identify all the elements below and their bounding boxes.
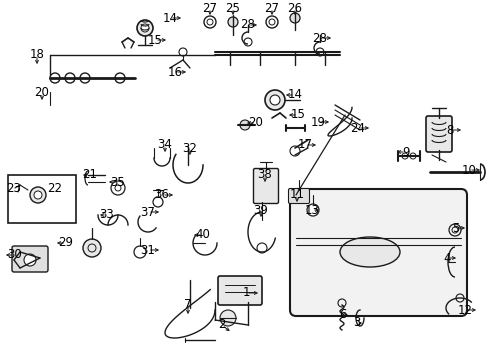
Ellipse shape	[339, 237, 399, 267]
FancyBboxPatch shape	[425, 116, 451, 152]
Text: 15: 15	[290, 108, 305, 122]
Text: 27: 27	[264, 1, 279, 14]
Text: 22: 22	[47, 181, 62, 194]
Text: 13: 13	[304, 203, 319, 216]
Text: 20: 20	[35, 86, 49, 99]
Text: 4: 4	[442, 252, 450, 265]
Text: 24: 24	[350, 122, 365, 135]
Circle shape	[227, 17, 238, 27]
Text: 18: 18	[29, 49, 44, 62]
Text: 1: 1	[242, 287, 249, 300]
Circle shape	[289, 146, 299, 156]
Text: 14: 14	[287, 89, 302, 102]
Circle shape	[83, 239, 101, 257]
Circle shape	[289, 13, 299, 23]
Text: 27: 27	[202, 1, 217, 14]
Text: 2: 2	[218, 319, 225, 332]
Text: 26: 26	[287, 1, 302, 14]
Text: 19: 19	[310, 116, 325, 129]
FancyBboxPatch shape	[289, 189, 466, 316]
Circle shape	[240, 120, 249, 130]
Text: 6: 6	[339, 309, 346, 321]
Text: 32: 32	[182, 141, 197, 154]
Text: 11: 11	[289, 189, 304, 202]
Circle shape	[30, 187, 46, 203]
FancyBboxPatch shape	[218, 276, 262, 305]
Text: 5: 5	[451, 221, 459, 234]
Text: 35: 35	[110, 175, 125, 189]
FancyBboxPatch shape	[253, 168, 278, 203]
Text: 10: 10	[461, 163, 475, 176]
Text: 36: 36	[154, 189, 169, 202]
Text: 38: 38	[257, 168, 272, 181]
Text: 23: 23	[6, 181, 21, 194]
Text: 30: 30	[8, 248, 22, 261]
Circle shape	[269, 95, 280, 105]
Text: 37: 37	[140, 206, 155, 219]
Circle shape	[115, 73, 125, 83]
Text: 28: 28	[240, 18, 255, 31]
Circle shape	[24, 254, 36, 266]
Text: 9: 9	[402, 145, 409, 158]
Text: 8: 8	[446, 123, 453, 136]
FancyBboxPatch shape	[288, 189, 309, 203]
Circle shape	[306, 204, 318, 216]
Text: 40: 40	[195, 229, 210, 242]
Text: 21: 21	[82, 168, 97, 181]
Circle shape	[34, 191, 42, 199]
Circle shape	[65, 73, 75, 83]
Text: 34: 34	[157, 139, 172, 152]
Circle shape	[137, 20, 153, 36]
Text: 25: 25	[225, 1, 240, 14]
Text: 14: 14	[162, 12, 177, 24]
Circle shape	[50, 73, 60, 83]
Text: 39: 39	[253, 203, 268, 216]
Text: 33: 33	[100, 208, 114, 221]
Text: 7: 7	[184, 298, 191, 311]
FancyBboxPatch shape	[12, 246, 48, 272]
Text: 3: 3	[353, 316, 360, 329]
Text: 16: 16	[167, 66, 182, 78]
Text: 17: 17	[297, 139, 312, 152]
Text: 31: 31	[140, 243, 155, 256]
Circle shape	[141, 24, 149, 32]
Text: 15: 15	[147, 33, 162, 46]
Text: 29: 29	[59, 237, 73, 249]
Bar	[8, 175, 76, 223]
Text: 12: 12	[457, 303, 471, 316]
Circle shape	[80, 73, 90, 83]
Circle shape	[264, 90, 285, 110]
Text: 28: 28	[312, 31, 327, 45]
Text: 20: 20	[248, 117, 263, 130]
Circle shape	[220, 310, 236, 326]
